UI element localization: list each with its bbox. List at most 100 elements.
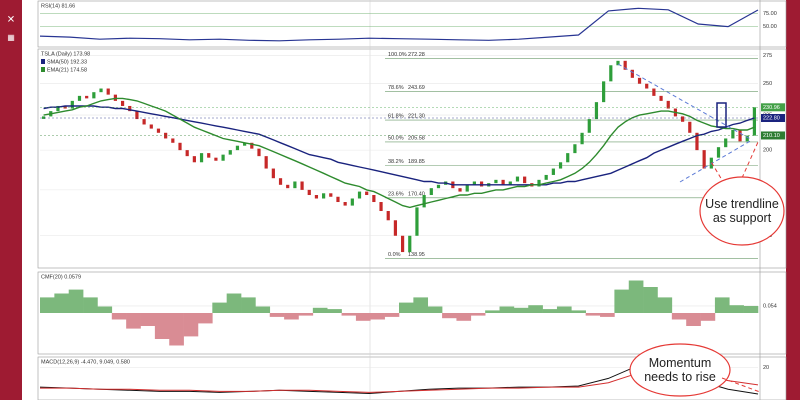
candle [192, 156, 196, 163]
candle [271, 168, 275, 179]
candle [408, 235, 412, 253]
candle [142, 119, 146, 125]
candle [724, 138, 728, 148]
candle [77, 95, 82, 101]
candle [609, 65, 613, 82]
area-segment [384, 313, 400, 317]
area-segment [169, 313, 184, 346]
legend-entry: EMA(21) 174.58 [47, 67, 87, 73]
price-tag [761, 114, 785, 123]
candle [551, 168, 555, 175]
candle [372, 195, 376, 203]
candle [386, 211, 390, 221]
fib-value: 205.58 [408, 135, 425, 141]
line [43, 97, 755, 209]
candle [465, 184, 469, 192]
candle [257, 148, 261, 157]
candle [537, 179, 541, 187]
area-segment [68, 289, 84, 313]
candle [235, 145, 240, 151]
candle [350, 198, 354, 206]
candle [702, 150, 706, 169]
area-segment [657, 297, 673, 313]
panel-title: MACD(12,26,9) -4.470, 9.049, 0.580 [41, 359, 130, 365]
price-tag-label: 230.96 [763, 105, 780, 111]
candle [637, 77, 642, 84]
area-segment [54, 293, 70, 313]
candle [171, 138, 175, 143]
y-tick-label: 20 [763, 365, 769, 371]
area-segment [312, 307, 328, 313]
candle [357, 191, 362, 199]
area-segment [355, 313, 371, 321]
area-segment [456, 313, 472, 321]
candle [472, 181, 476, 185]
right-sidebar [786, 0, 800, 400]
candle [602, 81, 606, 103]
candle [501, 179, 505, 185]
area-segment [714, 297, 730, 313]
candle [652, 88, 656, 96]
candle [458, 188, 462, 192]
candle [85, 95, 89, 99]
candle [594, 102, 599, 120]
area-segment [585, 313, 601, 316]
candle [178, 142, 182, 151]
fib-value: 170.40 [408, 191, 425, 197]
y-tick-label: 0.054 [763, 303, 777, 309]
candle [580, 132, 584, 145]
area-segment [126, 313, 141, 329]
candle [688, 121, 692, 133]
area-segment [743, 305, 759, 313]
fib-label: 78.6% [388, 85, 404, 91]
candle [286, 184, 290, 189]
line [43, 105, 755, 186]
price-tag-label: 222.80 [763, 115, 780, 121]
panel-title: TSLA (Daily) 173.98 [41, 51, 90, 57]
tool-icon[interactable]: ✕ [7, 15, 15, 26]
candle [149, 124, 153, 129]
candle [70, 100, 74, 109]
area-segment [212, 302, 227, 313]
candle [630, 69, 634, 78]
area-segment [686, 313, 701, 326]
candle [415, 207, 419, 236]
candle [752, 107, 757, 136]
area-segment [628, 280, 644, 313]
candle [106, 88, 110, 95]
candle [558, 162, 563, 169]
area-segment [399, 302, 414, 313]
candle [336, 196, 340, 203]
candle [329, 193, 333, 197]
candle [400, 235, 405, 253]
legend-swatch [41, 59, 45, 64]
candle [645, 83, 649, 89]
candle [479, 181, 484, 187]
candle [393, 220, 398, 236]
fib-value: 243.69 [408, 85, 425, 91]
area-segment [700, 313, 716, 321]
area-segment [729, 305, 744, 313]
grid-icon[interactable]: ▦ [7, 33, 15, 42]
price-tag-label: 210.10 [763, 133, 780, 139]
candle [494, 179, 498, 184]
candle [314, 195, 319, 199]
candle [228, 150, 232, 155]
candle [681, 116, 685, 122]
candle [199, 153, 204, 163]
candle [92, 92, 96, 99]
candle [422, 195, 426, 208]
y-tick-label: 250 [763, 81, 772, 87]
area-segment [97, 306, 113, 313]
candle [300, 181, 304, 190]
candle [623, 60, 627, 70]
candle [135, 111, 139, 120]
area-segment [255, 306, 271, 313]
area-segment [528, 305, 543, 313]
candle [523, 176, 527, 184]
fib-label: 38.2% [388, 159, 404, 165]
area-segment [643, 287, 658, 313]
candle [322, 193, 326, 199]
area-segment [341, 313, 357, 316]
candle [207, 153, 211, 158]
